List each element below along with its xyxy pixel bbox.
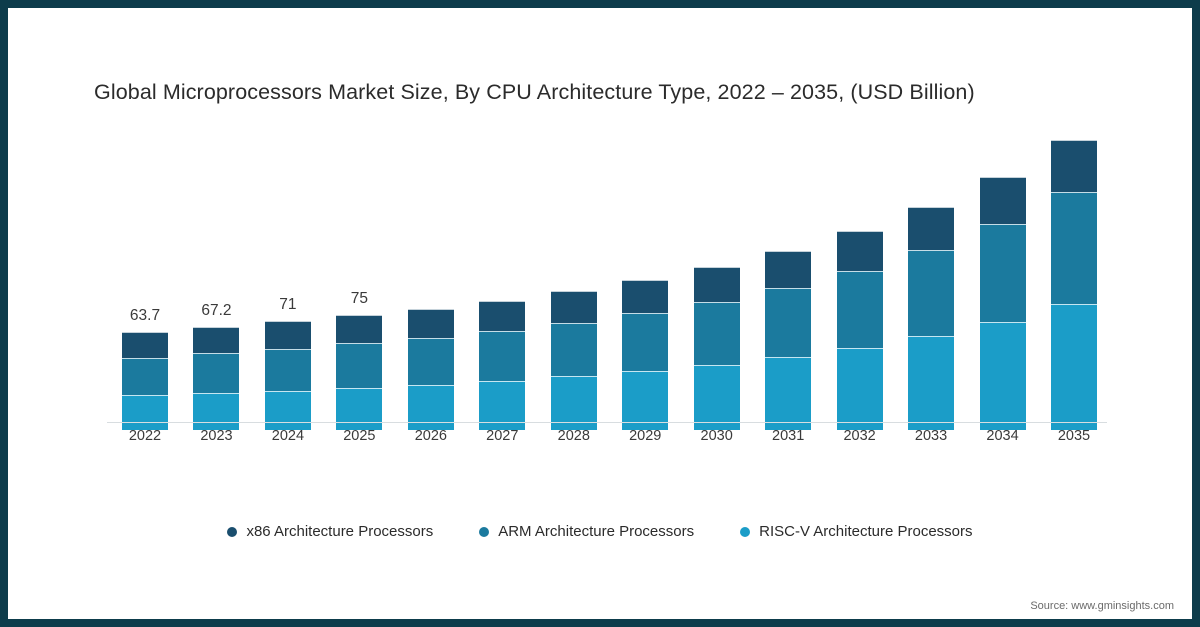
bar-segment-arm[interactable]: [264, 348, 311, 391]
bar-segment-riscv[interactable]: [908, 336, 955, 430]
chart-title: Global Microprocessors Market Size, By C…: [94, 80, 975, 104]
bar-group[interactable]: 67.2: [193, 302, 240, 430]
chart-legend: x86 Architecture Processors ARM Architect…: [8, 523, 1192, 540]
bar-segment-arm[interactable]: [693, 301, 740, 365]
bar-group[interactable]: 63.7: [122, 307, 168, 430]
bar-segment-riscv[interactable]: [765, 357, 812, 430]
x-axis-tick-label: 2028: [557, 428, 590, 444]
legend-item-label: RISC-V Architecture Processors: [759, 523, 973, 540]
bar-value-label: 67.2: [201, 301, 232, 319]
bar-group[interactable]: [765, 250, 812, 430]
x-axis-tick-label: 2030: [700, 428, 733, 444]
bar-value-label: 75: [350, 289, 368, 307]
bar-group[interactable]: [908, 206, 955, 430]
bar-segment-x86[interactable]: [407, 308, 454, 338]
bar-segment-arm[interactable]: [979, 224, 1026, 322]
bar-group[interactable]: [693, 266, 740, 430]
bar-segment-riscv[interactable]: [122, 395, 168, 430]
source-attribution: Source: www.gminsights.com: [1030, 600, 1174, 612]
x-axis-tick-label: 2033: [914, 428, 948, 444]
legend-item[interactable]: RISC-V Architecture Processors: [740, 523, 973, 540]
x-axis-line: [107, 422, 1107, 423]
bar-segment-x86[interactable]: [193, 326, 240, 354]
bar-segment-riscv[interactable]: [407, 384, 454, 430]
bar-segment-x86[interactable]: [336, 314, 383, 344]
bar-value-label: 63.7: [129, 307, 161, 325]
bar-segment-arm[interactable]: [550, 322, 597, 377]
bar-segment-x86[interactable]: [979, 176, 1026, 225]
bar-segment-arm[interactable]: [908, 250, 955, 337]
bar-group[interactable]: [622, 280, 669, 430]
legend-item[interactable]: ARM Architecture Processors: [479, 523, 694, 540]
bar-segment-x86[interactable]: [836, 230, 883, 272]
x-axis-tick-label: 2035: [1057, 428, 1091, 444]
bar-segment-riscv[interactable]: [693, 364, 740, 430]
bar-segment-x86[interactable]: [264, 321, 311, 349]
bar-segment-riscv[interactable]: [479, 380, 526, 430]
bar-segment-riscv[interactable]: [1051, 304, 1097, 430]
x-axis-tick-label: 2022: [128, 428, 162, 444]
bar-group[interactable]: [979, 176, 1026, 430]
bar-segment-arm[interactable]: [1051, 192, 1097, 305]
x-axis-tick-label: 2025: [343, 428, 376, 444]
x-axis-tick-label: 2023: [200, 428, 233, 444]
bar-group[interactable]: 75: [336, 290, 383, 430]
bar-segment-riscv[interactable]: [264, 390, 311, 430]
bar-segment-riscv[interactable]: [979, 321, 1026, 430]
bar-segment-riscv[interactable]: [336, 387, 383, 430]
bar-segment-x86[interactable]: [1051, 140, 1097, 193]
bar-group[interactable]: [836, 230, 883, 430]
bar-segment-riscv[interactable]: [622, 370, 669, 430]
bar-segment-arm[interactable]: [622, 313, 669, 371]
bar-segment-arm[interactable]: [836, 271, 883, 348]
bar-segment-x86[interactable]: [622, 280, 669, 314]
bar-value-label: 71: [279, 296, 297, 314]
legend-color-swatch-icon: [740, 526, 751, 537]
bar-segment-riscv[interactable]: [836, 347, 883, 430]
x-axis-tick-label: 2024: [271, 428, 305, 444]
bar-segment-x86[interactable]: [479, 301, 526, 332]
bar-segment-arm[interactable]: [193, 353, 240, 394]
bar-segment-arm[interactable]: [765, 288, 812, 358]
bar-segment-x86[interactable]: [550, 291, 597, 323]
bar-segment-x86[interactable]: [765, 250, 812, 289]
x-axis-tick-label: 2034: [986, 428, 1019, 444]
x-axis-tick-label: 2027: [486, 428, 519, 444]
x-axis-tick-label: 2032: [843, 428, 876, 444]
legend-item[interactable]: x86 Architecture Processors: [227, 523, 433, 540]
plot-area: 63.7 67.2 71 75: [107, 118, 1107, 430]
bar-group[interactable]: 71: [264, 296, 311, 430]
bar-segment-arm[interactable]: [336, 343, 383, 388]
bar-segment-arm[interactable]: [122, 357, 168, 396]
legend-item-label: ARM Architecture Processors: [498, 523, 695, 540]
bar-group[interactable]: [407, 308, 454, 430]
bar-segment-x86[interactable]: [908, 206, 955, 251]
bar-segment-x86[interactable]: [122, 332, 168, 358]
bar-group[interactable]: [479, 301, 526, 430]
bar-group[interactable]: [1051, 140, 1097, 430]
x-axis-tick-label: 2029: [629, 428, 662, 444]
legend-color-swatch-icon: [227, 526, 238, 537]
bar-segment-riscv[interactable]: [193, 393, 240, 430]
legend-item-label: x86 Architecture Processors: [246, 523, 434, 540]
x-axis-tick-label: 2026: [414, 428, 447, 444]
x-axis-tick-label: 2031: [772, 428, 805, 444]
legend-color-swatch-icon: [479, 526, 490, 537]
bar-segment-arm[interactable]: [479, 331, 526, 381]
bar-segment-x86[interactable]: [693, 266, 740, 302]
bar-segment-arm[interactable]: [407, 337, 454, 385]
chart-canvas: Global Microprocessors Market Size, By C…: [8, 8, 1192, 619]
bar-group[interactable]: [550, 291, 597, 430]
bar-segment-riscv[interactable]: [550, 376, 597, 430]
